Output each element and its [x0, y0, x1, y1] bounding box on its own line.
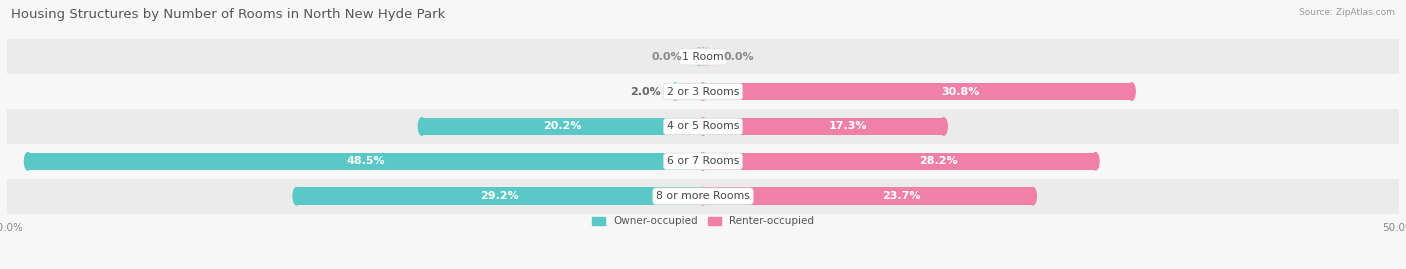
- Circle shape: [700, 118, 706, 135]
- Bar: [699, 48, 703, 65]
- Circle shape: [703, 48, 710, 65]
- Text: 28.2%: 28.2%: [920, 156, 957, 166]
- Bar: [703, 118, 943, 135]
- Circle shape: [700, 118, 706, 135]
- Bar: [7, 74, 1399, 109]
- Circle shape: [700, 83, 706, 100]
- Bar: [7, 144, 1399, 179]
- Text: 17.3%: 17.3%: [828, 121, 866, 132]
- Text: 4 or 5 Rooms: 4 or 5 Rooms: [666, 121, 740, 132]
- Circle shape: [700, 153, 706, 170]
- Text: 48.5%: 48.5%: [346, 156, 385, 166]
- Text: 0.0%: 0.0%: [724, 52, 755, 62]
- Bar: [703, 83, 1132, 100]
- Circle shape: [941, 118, 948, 135]
- Bar: [28, 153, 703, 170]
- Bar: [7, 39, 1399, 74]
- Text: 23.7%: 23.7%: [882, 191, 920, 201]
- Circle shape: [696, 48, 703, 65]
- Bar: [703, 153, 1095, 170]
- Text: 29.2%: 29.2%: [481, 191, 519, 201]
- Text: 2 or 3 Rooms: 2 or 3 Rooms: [666, 87, 740, 97]
- Text: 1 Room: 1 Room: [682, 52, 724, 62]
- Circle shape: [1092, 153, 1099, 170]
- Text: 20.2%: 20.2%: [543, 121, 582, 132]
- Text: 8 or more Rooms: 8 or more Rooms: [657, 191, 749, 201]
- Circle shape: [292, 187, 299, 205]
- Text: 6 or 7 Rooms: 6 or 7 Rooms: [666, 156, 740, 166]
- Circle shape: [1128, 83, 1135, 100]
- Circle shape: [672, 83, 679, 100]
- Bar: [297, 187, 703, 205]
- Circle shape: [700, 153, 706, 170]
- Circle shape: [24, 153, 31, 170]
- Text: Housing Structures by Number of Rooms in North New Hyde Park: Housing Structures by Number of Rooms in…: [11, 8, 446, 21]
- Text: 30.8%: 30.8%: [941, 87, 980, 97]
- Bar: [703, 187, 1033, 205]
- Bar: [422, 118, 703, 135]
- Circle shape: [700, 187, 706, 205]
- Bar: [703, 48, 707, 65]
- Bar: [7, 179, 1399, 214]
- Bar: [675, 83, 703, 100]
- Text: 0.0%: 0.0%: [651, 52, 682, 62]
- Text: 2.0%: 2.0%: [630, 87, 661, 97]
- Legend: Owner-occupied, Renter-occupied: Owner-occupied, Renter-occupied: [588, 212, 818, 231]
- Circle shape: [419, 118, 425, 135]
- Text: Source: ZipAtlas.com: Source: ZipAtlas.com: [1299, 8, 1395, 17]
- Circle shape: [1029, 187, 1036, 205]
- Circle shape: [700, 187, 706, 205]
- Circle shape: [700, 48, 706, 65]
- Bar: [7, 109, 1399, 144]
- Circle shape: [700, 83, 706, 100]
- Circle shape: [700, 48, 706, 65]
